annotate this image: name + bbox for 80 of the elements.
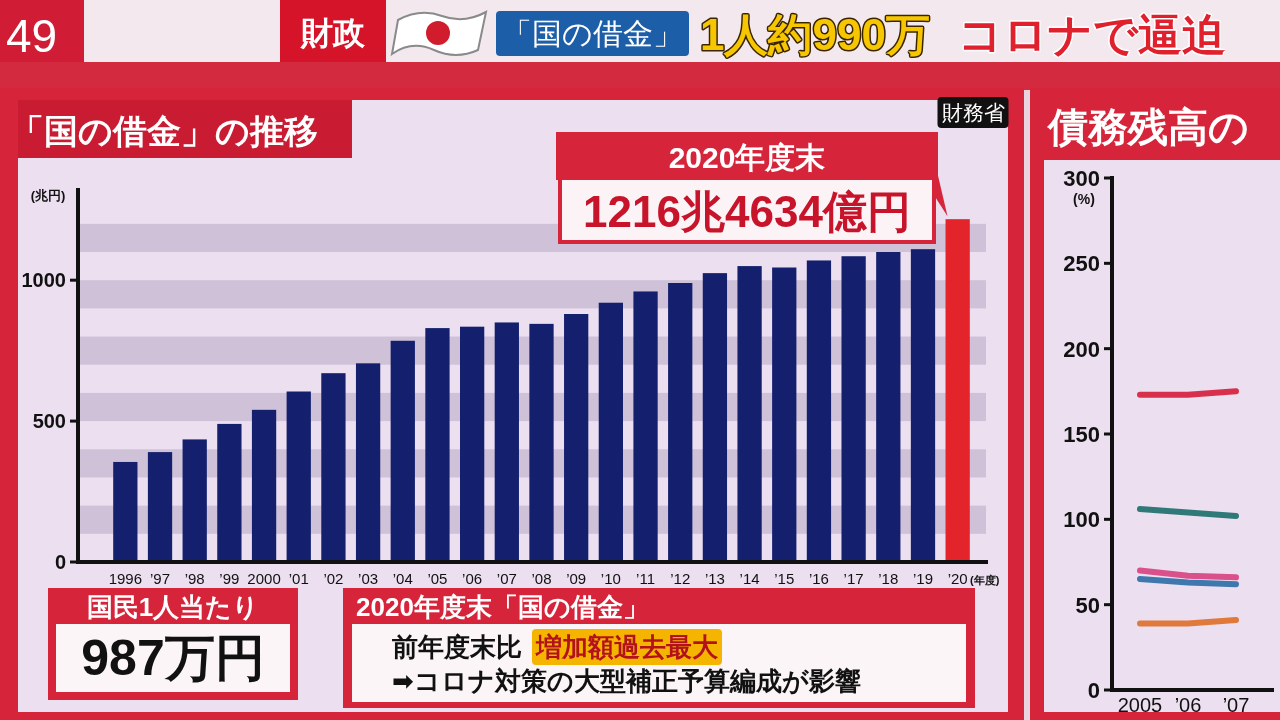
x-axis-title: (年度) [970,574,1000,586]
text: 前年度末比 [391,632,522,662]
x-tick-label: ’12 [670,570,691,587]
x-tick-label: ’15 [774,570,795,587]
x-tick-label: ’01 [288,570,309,587]
bar [633,291,658,562]
bar [217,423,242,562]
x-tick-label: 2005 [1117,694,1163,716]
bar [113,461,138,562]
chart-title: 債務残高の [1046,105,1249,149]
x-tick-label: ’14 [739,570,760,587]
bar [321,373,346,562]
x-tick-label: ’09 [566,570,587,587]
bar [737,266,762,562]
text: 2020年度末「国の借金」 [356,592,649,622]
x-tick-label: ’10 [600,570,621,587]
bar [355,363,381,562]
bar [390,340,415,562]
bar [529,323,554,562]
bar [876,252,901,562]
x-tick-label: ’05 [427,570,448,587]
x-tick-label: ’07 [496,570,517,587]
y-tick-label: 300 [1063,165,1100,191]
y-tick-label: 200 [1063,336,1100,362]
y-tick-label: 100 [1063,507,1100,533]
y-tick-label: 150 [1063,421,1100,447]
bar [286,391,311,562]
y-tick-label: 0 [1087,677,1100,703]
x-tick-label: ’06 [1174,694,1202,716]
bar [564,314,589,562]
text: ➡コロナ対策の大型補正予算編成が影響 [392,666,861,696]
bar [945,219,970,562]
x-tick-label: 2000 [247,570,281,587]
bar [910,249,936,562]
text: 国民1人当たり [86,592,260,622]
y-tick-label: 50 [1075,592,1100,618]
x-tick-label: ’03 [358,570,379,587]
bar [182,439,207,562]
x-tick-label: ’04 [392,570,413,587]
x-tick-label: ’19 [912,570,933,587]
y-tick-label: 0 [54,551,66,574]
bar [460,326,485,562]
text: 財政 [300,15,366,51]
y-tick-label: 250 [1063,251,1100,277]
x-tick-label: ’98 [184,570,205,587]
x-tick-label: ’18 [878,570,899,587]
bar [702,273,728,562]
bar [841,256,866,562]
text: 2020年度末 [668,141,826,174]
x-tick-label: ’99 [219,570,240,587]
bar [806,260,832,562]
y-axis-title: (%) [1073,191,1095,207]
data-label: 1216兆4634億円 [583,187,911,236]
x-tick-label: ’20 [947,570,968,587]
y-axis-title: (兆円) [30,188,66,203]
bar [425,328,450,562]
text: コロナで逼迫 [958,10,1226,59]
x-tick-label: ’06 [462,570,483,587]
x-tick-label: ’97 [150,570,171,587]
x-tick-label: 1996 [108,570,143,587]
x-tick-label: ’16 [808,570,829,587]
y-tick-label: 1000 [21,269,66,292]
x-tick-label: ’08 [531,570,552,587]
y-tick-label: 500 [32,410,66,433]
x-tick-label: ’13 [704,570,725,587]
bar [772,267,797,562]
x-tick-label: ’17 [843,570,864,587]
bar [494,322,519,562]
x-tick-label: ’02 [323,570,344,587]
bar [668,283,693,562]
bar [598,302,623,562]
x-tick-label: ’11 [636,570,655,587]
bar [251,409,277,562]
chart-title: 「国の借金」の推移 [10,112,318,150]
text: 49 [6,10,58,62]
text: 1人約990万 [700,10,930,59]
text: 987万円 [81,630,265,686]
bar [147,452,173,562]
text: 「国の借金」 [502,17,683,50]
x-tick-label: ’07 [1222,694,1250,716]
